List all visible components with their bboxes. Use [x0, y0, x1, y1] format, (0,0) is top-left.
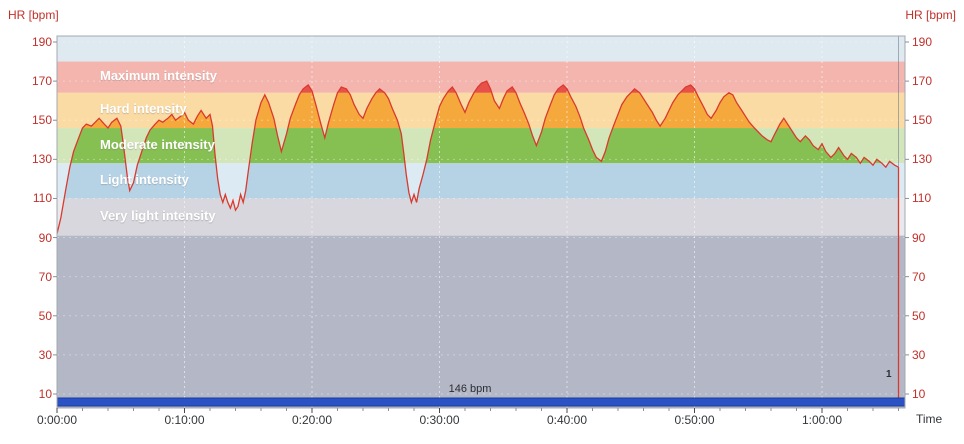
lap-marker-label: 1: [886, 369, 892, 380]
y-axis-tick-label-left: 110: [32, 191, 52, 206]
band-below-zones: [57, 235, 905, 408]
zone-label-maximum-intensity: Maximum intensity: [100, 68, 218, 84]
y-axis-tick-label-left: 130: [31, 152, 52, 167]
band-above-zones: [57, 36, 905, 62]
y-axis-tick-label-right: 110: [912, 191, 932, 206]
lap-bar[interactable]: [56, 397, 906, 407]
y-axis-title-left: HR [bpm]: [8, 8, 59, 22]
y-axis-tick-label-left: 170: [31, 74, 52, 89]
x-axis-tick-label: 0:30:00: [419, 413, 460, 427]
y-axis-tick-label-right: 50: [912, 308, 926, 323]
y-axis-tick-label-left: 30: [38, 347, 52, 362]
y-axis-tick-label-right: 130: [912, 152, 933, 167]
y-axis-tick-label-right: 90: [912, 230, 926, 245]
x-axis-tick-label: 0:40:00: [546, 413, 588, 427]
zone-label-light-intensity: Light intensity: [100, 171, 189, 187]
y-axis-tick-label-left: 90: [38, 230, 52, 245]
y-axis-tick-label-right: 30: [912, 347, 926, 362]
zone-label-very-light-intensity: Very light intensity: [100, 208, 216, 224]
x-axis-tick-label: 1:00:00: [801, 413, 843, 427]
x-axis-tick-label: 0:10:00: [164, 413, 205, 427]
plot-frame: [56, 35, 906, 409]
hr-line: [56, 80, 899, 234]
y-axis-tick-label-right: 70: [912, 269, 926, 284]
y-axis-tick-label-left: 190: [31, 35, 52, 49]
x-axis-tick-label: 0:50:00: [674, 413, 715, 427]
zone-label-hard-intensity: Hard intensity: [100, 101, 187, 117]
x-axis-tick-label: 0:20:00: [291, 413, 333, 427]
avg-hr-label: 146 bpm: [448, 383, 492, 395]
zone-label-moderate-intensity: Moderate intensity: [100, 136, 215, 152]
y-axis-tick-label-right: 170: [912, 74, 933, 89]
y-axis-tick-label-right: 150: [912, 113, 933, 128]
y-axis-tick-label-left: 10: [38, 387, 52, 401]
y-axis-tick-label-left: 70: [38, 269, 52, 284]
y-axis-title-right: HR [bpm]: [905, 8, 956, 22]
y-axis-tick-label-right: 10: [912, 387, 926, 401]
y-axis-tick-label-right: 190: [912, 35, 933, 49]
x-axis-title: Time: [916, 412, 943, 426]
y-axis-tick-label-left: 50: [38, 308, 52, 323]
x-axis-tick-label: 0:00:00: [36, 413, 78, 427]
y-axis-tick-label-left: 150: [31, 113, 52, 128]
